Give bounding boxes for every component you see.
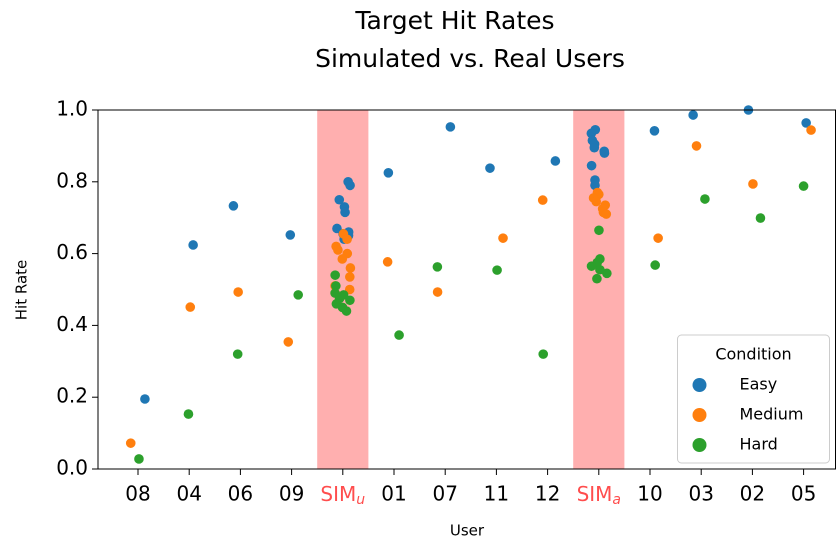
point xyxy=(601,209,612,219)
point xyxy=(432,262,443,272)
point xyxy=(755,213,766,223)
point xyxy=(188,240,198,250)
point xyxy=(228,201,239,211)
point xyxy=(798,181,809,191)
point xyxy=(283,337,294,347)
point xyxy=(293,290,304,300)
point xyxy=(382,257,393,267)
x-tick-label: 01 xyxy=(381,482,406,506)
point xyxy=(538,349,549,359)
point xyxy=(748,179,758,189)
point xyxy=(586,261,597,271)
y-tick-label: 0.2 xyxy=(56,384,88,408)
x-tick-label: 09 xyxy=(279,482,304,506)
point xyxy=(550,156,561,166)
point xyxy=(333,245,343,255)
chart-subtitle: Simulated vs. Real Users xyxy=(315,44,625,73)
point xyxy=(341,306,352,316)
point xyxy=(342,234,352,245)
point xyxy=(183,409,194,419)
x-tick-label: 10 xyxy=(637,482,662,506)
point xyxy=(592,273,602,284)
point xyxy=(134,454,144,464)
point xyxy=(700,194,710,204)
legend-title: Condition xyxy=(715,345,791,364)
point xyxy=(589,142,600,153)
point xyxy=(140,394,150,404)
point xyxy=(337,254,348,264)
point xyxy=(125,438,136,448)
point xyxy=(806,125,816,135)
point xyxy=(653,233,663,243)
point xyxy=(185,302,196,312)
point xyxy=(537,195,548,205)
x-tick-label: 08 xyxy=(125,482,150,506)
point xyxy=(345,180,355,191)
point xyxy=(445,122,456,132)
x-tick-label: 11 xyxy=(484,482,509,506)
point xyxy=(432,287,443,297)
point xyxy=(602,268,612,279)
y-tick-label: 1.0 xyxy=(56,97,88,121)
y-tick-label: 0.0 xyxy=(56,456,88,480)
y-tick-label: 0.6 xyxy=(56,240,88,264)
point xyxy=(691,141,702,151)
point xyxy=(594,225,604,236)
y-tick-label: 0.8 xyxy=(56,168,88,192)
point xyxy=(233,287,243,297)
highlight-band xyxy=(573,110,625,469)
x-tick-label: 06 xyxy=(228,482,253,506)
legend-label: Medium xyxy=(740,405,804,424)
x-tick-label: SIMa xyxy=(577,482,621,509)
point xyxy=(591,196,602,207)
x-tick-label: 12 xyxy=(535,482,560,506)
legend-box xyxy=(677,334,830,464)
x-tick-label: 07 xyxy=(432,482,457,506)
point xyxy=(586,160,597,171)
x-tick-label: 05 xyxy=(791,482,816,506)
point xyxy=(331,281,341,291)
point xyxy=(334,194,345,205)
y-axis-label: Hit Rate xyxy=(13,260,31,321)
x-axis-label: User xyxy=(450,522,485,540)
point xyxy=(330,270,340,280)
point xyxy=(345,263,356,273)
legend-marker xyxy=(692,378,707,392)
point xyxy=(232,349,243,359)
point xyxy=(599,148,610,158)
legend-label: Hard xyxy=(740,435,778,454)
legend-label: Easy xyxy=(740,375,778,394)
highlight-band xyxy=(317,110,369,469)
point xyxy=(649,126,660,136)
x-tick-label: SIMu xyxy=(320,482,365,509)
point xyxy=(586,128,597,139)
chart-title: Target Hit Rates xyxy=(354,6,554,35)
point xyxy=(345,295,355,306)
point xyxy=(383,168,394,178)
point xyxy=(688,110,698,120)
point xyxy=(801,118,811,128)
y-tick-label: 0.4 xyxy=(56,312,88,336)
point xyxy=(492,265,502,275)
point xyxy=(498,233,508,243)
point xyxy=(485,163,495,173)
x-tick-label: 03 xyxy=(688,482,713,506)
point xyxy=(340,207,350,218)
point xyxy=(345,272,355,282)
legend-marker xyxy=(692,438,707,452)
point xyxy=(650,260,660,270)
x-tick-label: 04 xyxy=(176,482,201,506)
point xyxy=(285,230,296,240)
point xyxy=(394,330,404,340)
x-tick-label: 02 xyxy=(740,482,765,506)
legend-marker xyxy=(692,408,707,422)
